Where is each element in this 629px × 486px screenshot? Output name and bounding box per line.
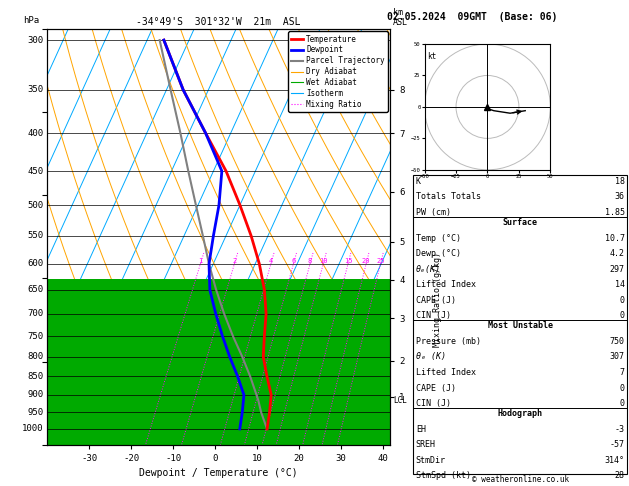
Text: 7: 7 bbox=[620, 368, 625, 377]
Text: 18: 18 bbox=[615, 177, 625, 186]
Text: PW (cm): PW (cm) bbox=[416, 208, 451, 217]
Text: -3: -3 bbox=[615, 425, 625, 434]
Text: 650: 650 bbox=[28, 285, 44, 295]
Text: Mixing Ratio (g/kg): Mixing Ratio (g/kg) bbox=[433, 252, 442, 347]
Text: km
ASL: km ASL bbox=[393, 8, 408, 27]
Text: 550: 550 bbox=[28, 231, 44, 241]
Text: 314°: 314° bbox=[604, 456, 625, 465]
Text: 02.05.2024  09GMT  (Base: 06): 02.05.2024 09GMT (Base: 06) bbox=[387, 12, 557, 22]
Text: 850: 850 bbox=[28, 372, 44, 381]
Text: 307: 307 bbox=[610, 352, 625, 362]
Text: 600: 600 bbox=[28, 260, 44, 268]
Text: 14: 14 bbox=[615, 280, 625, 289]
Text: hPa: hPa bbox=[23, 16, 39, 25]
Text: 8: 8 bbox=[308, 258, 312, 264]
Text: Lifted Index: Lifted Index bbox=[416, 280, 476, 289]
Text: 0: 0 bbox=[620, 296, 625, 305]
Text: 1.85: 1.85 bbox=[604, 208, 625, 217]
Text: 800: 800 bbox=[28, 352, 44, 362]
Text: 10.7: 10.7 bbox=[604, 234, 625, 243]
Title: -34°49'S  301°32'W  21m  ASL: -34°49'S 301°32'W 21m ASL bbox=[136, 17, 301, 27]
Text: 28: 28 bbox=[615, 471, 625, 480]
Legend: Temperature, Dewpoint, Parcel Trajectory, Dry Adiabat, Wet Adiabat, Isotherm, Mi: Temperature, Dewpoint, Parcel Trajectory… bbox=[289, 32, 387, 112]
Text: SREH: SREH bbox=[416, 440, 436, 449]
Text: 950: 950 bbox=[28, 408, 44, 417]
Text: 297: 297 bbox=[610, 265, 625, 274]
Text: StmDir: StmDir bbox=[416, 456, 446, 465]
Text: Most Unstable: Most Unstable bbox=[487, 321, 553, 330]
Text: 0: 0 bbox=[620, 383, 625, 393]
Text: 1000: 1000 bbox=[22, 424, 44, 434]
Text: LCL: LCL bbox=[393, 396, 408, 405]
X-axis label: Dewpoint / Temperature (°C): Dewpoint / Temperature (°C) bbox=[139, 469, 298, 478]
Text: Pressure (mb): Pressure (mb) bbox=[416, 337, 481, 346]
Text: EH: EH bbox=[416, 425, 426, 434]
Text: 700: 700 bbox=[28, 309, 44, 318]
Text: Totals Totals: Totals Totals bbox=[416, 192, 481, 202]
Text: 750: 750 bbox=[28, 331, 44, 341]
Text: 25: 25 bbox=[376, 258, 385, 264]
Text: 36: 36 bbox=[615, 192, 625, 202]
Text: K: K bbox=[416, 177, 421, 186]
Text: 4.2: 4.2 bbox=[610, 249, 625, 258]
Text: 500: 500 bbox=[28, 201, 44, 209]
Text: 900: 900 bbox=[28, 390, 44, 399]
Text: kt: kt bbox=[427, 52, 437, 61]
Text: 15: 15 bbox=[343, 258, 352, 264]
Text: 4: 4 bbox=[269, 258, 273, 264]
Text: Hodograph: Hodograph bbox=[498, 409, 543, 418]
Text: CIN (J): CIN (J) bbox=[416, 312, 451, 320]
Text: 2: 2 bbox=[232, 258, 237, 264]
Text: 400: 400 bbox=[28, 128, 44, 138]
Text: © weatheronline.co.uk: © weatheronline.co.uk bbox=[472, 475, 569, 484]
Text: 0: 0 bbox=[620, 312, 625, 320]
Text: 300: 300 bbox=[28, 35, 44, 45]
Text: CIN (J): CIN (J) bbox=[416, 399, 451, 408]
Text: θₑ(K): θₑ(K) bbox=[416, 265, 441, 274]
Text: Dewp (°C): Dewp (°C) bbox=[416, 249, 461, 258]
Text: 350: 350 bbox=[28, 86, 44, 94]
Text: Surface: Surface bbox=[503, 218, 538, 227]
Text: 750: 750 bbox=[610, 337, 625, 346]
Text: 450: 450 bbox=[28, 167, 44, 175]
Text: StmSpd (kt): StmSpd (kt) bbox=[416, 471, 470, 480]
Text: CAPE (J): CAPE (J) bbox=[416, 383, 456, 393]
Text: 6: 6 bbox=[291, 258, 296, 264]
Text: -57: -57 bbox=[610, 440, 625, 449]
Text: Lifted Index: Lifted Index bbox=[416, 368, 476, 377]
Text: 10: 10 bbox=[319, 258, 328, 264]
Text: 1: 1 bbox=[198, 258, 203, 264]
Text: 20: 20 bbox=[362, 258, 370, 264]
Text: θₑ (K): θₑ (K) bbox=[416, 352, 446, 362]
Text: Temp (°C): Temp (°C) bbox=[416, 234, 461, 243]
Text: CAPE (J): CAPE (J) bbox=[416, 296, 456, 305]
Text: 0: 0 bbox=[620, 399, 625, 408]
